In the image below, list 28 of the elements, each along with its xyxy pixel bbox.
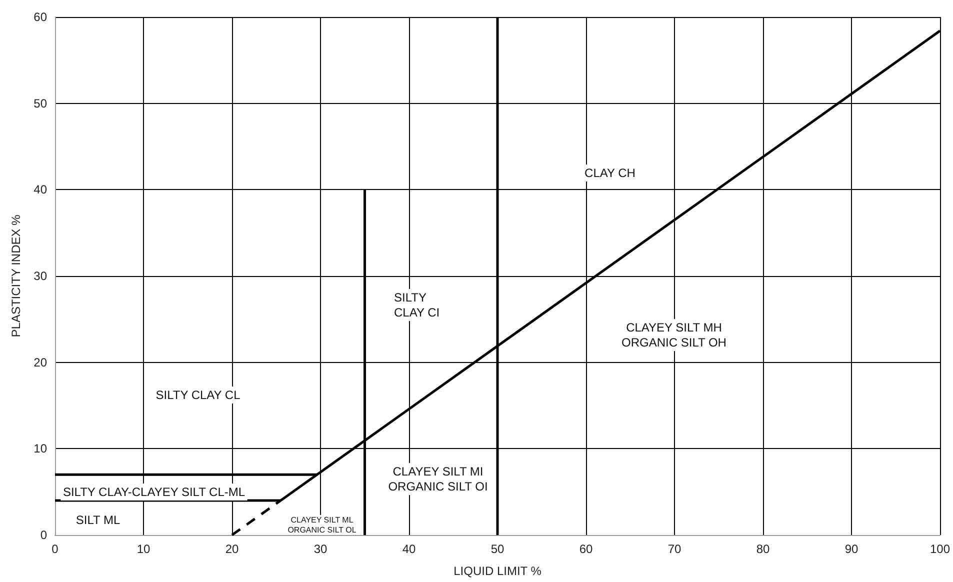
y-tick-label: 20	[34, 355, 48, 370]
y-tick-label: 10	[34, 442, 48, 456]
x-tick-label: 70	[668, 542, 682, 556]
y-tick-label: 40	[34, 182, 48, 197]
x-tick-label: 60	[579, 542, 593, 556]
x-tick-label: 30	[314, 542, 328, 556]
x-tick-label: 90	[844, 542, 858, 556]
x-tick-label: 20	[225, 542, 239, 556]
annotation: SILT ML	[76, 513, 120, 527]
x-tick-label: 80	[756, 542, 770, 556]
x-tick-label: 0	[52, 542, 59, 556]
annotation: CLAYEY SILT MH ORGANIC SILT OH	[622, 320, 726, 350]
annotation: CLAY CH	[584, 166, 636, 180]
x-tick-label: 100	[930, 542, 950, 556]
x-tick-label: 40	[402, 542, 416, 556]
annotation: SILTY CLAY CL	[156, 388, 241, 402]
annotation: CLAYEY SILT ML ORGANIC SILT OL	[288, 516, 357, 534]
y-tick-label: 30	[34, 269, 48, 283]
x-tick-label: 10	[136, 542, 150, 556]
x-tick-label: 50	[490, 542, 504, 556]
y-tick-label: 0	[40, 528, 48, 542]
annotation: SILTY CLAY-CLAYEY SILT CL-ML	[62, 485, 246, 499]
annotation: SILTY CLAY CI	[394, 290, 440, 320]
y-tick-label: 50	[34, 96, 48, 110]
annotation: CLAYEY SILT MI ORGANIC SILT OI	[388, 464, 488, 494]
y-axis-title: PLASTICITY INDEX %	[9, 214, 23, 338]
y-tick-label: 60	[34, 10, 48, 24]
x-axis-title: LIQUID LIMIT %	[454, 564, 542, 578]
